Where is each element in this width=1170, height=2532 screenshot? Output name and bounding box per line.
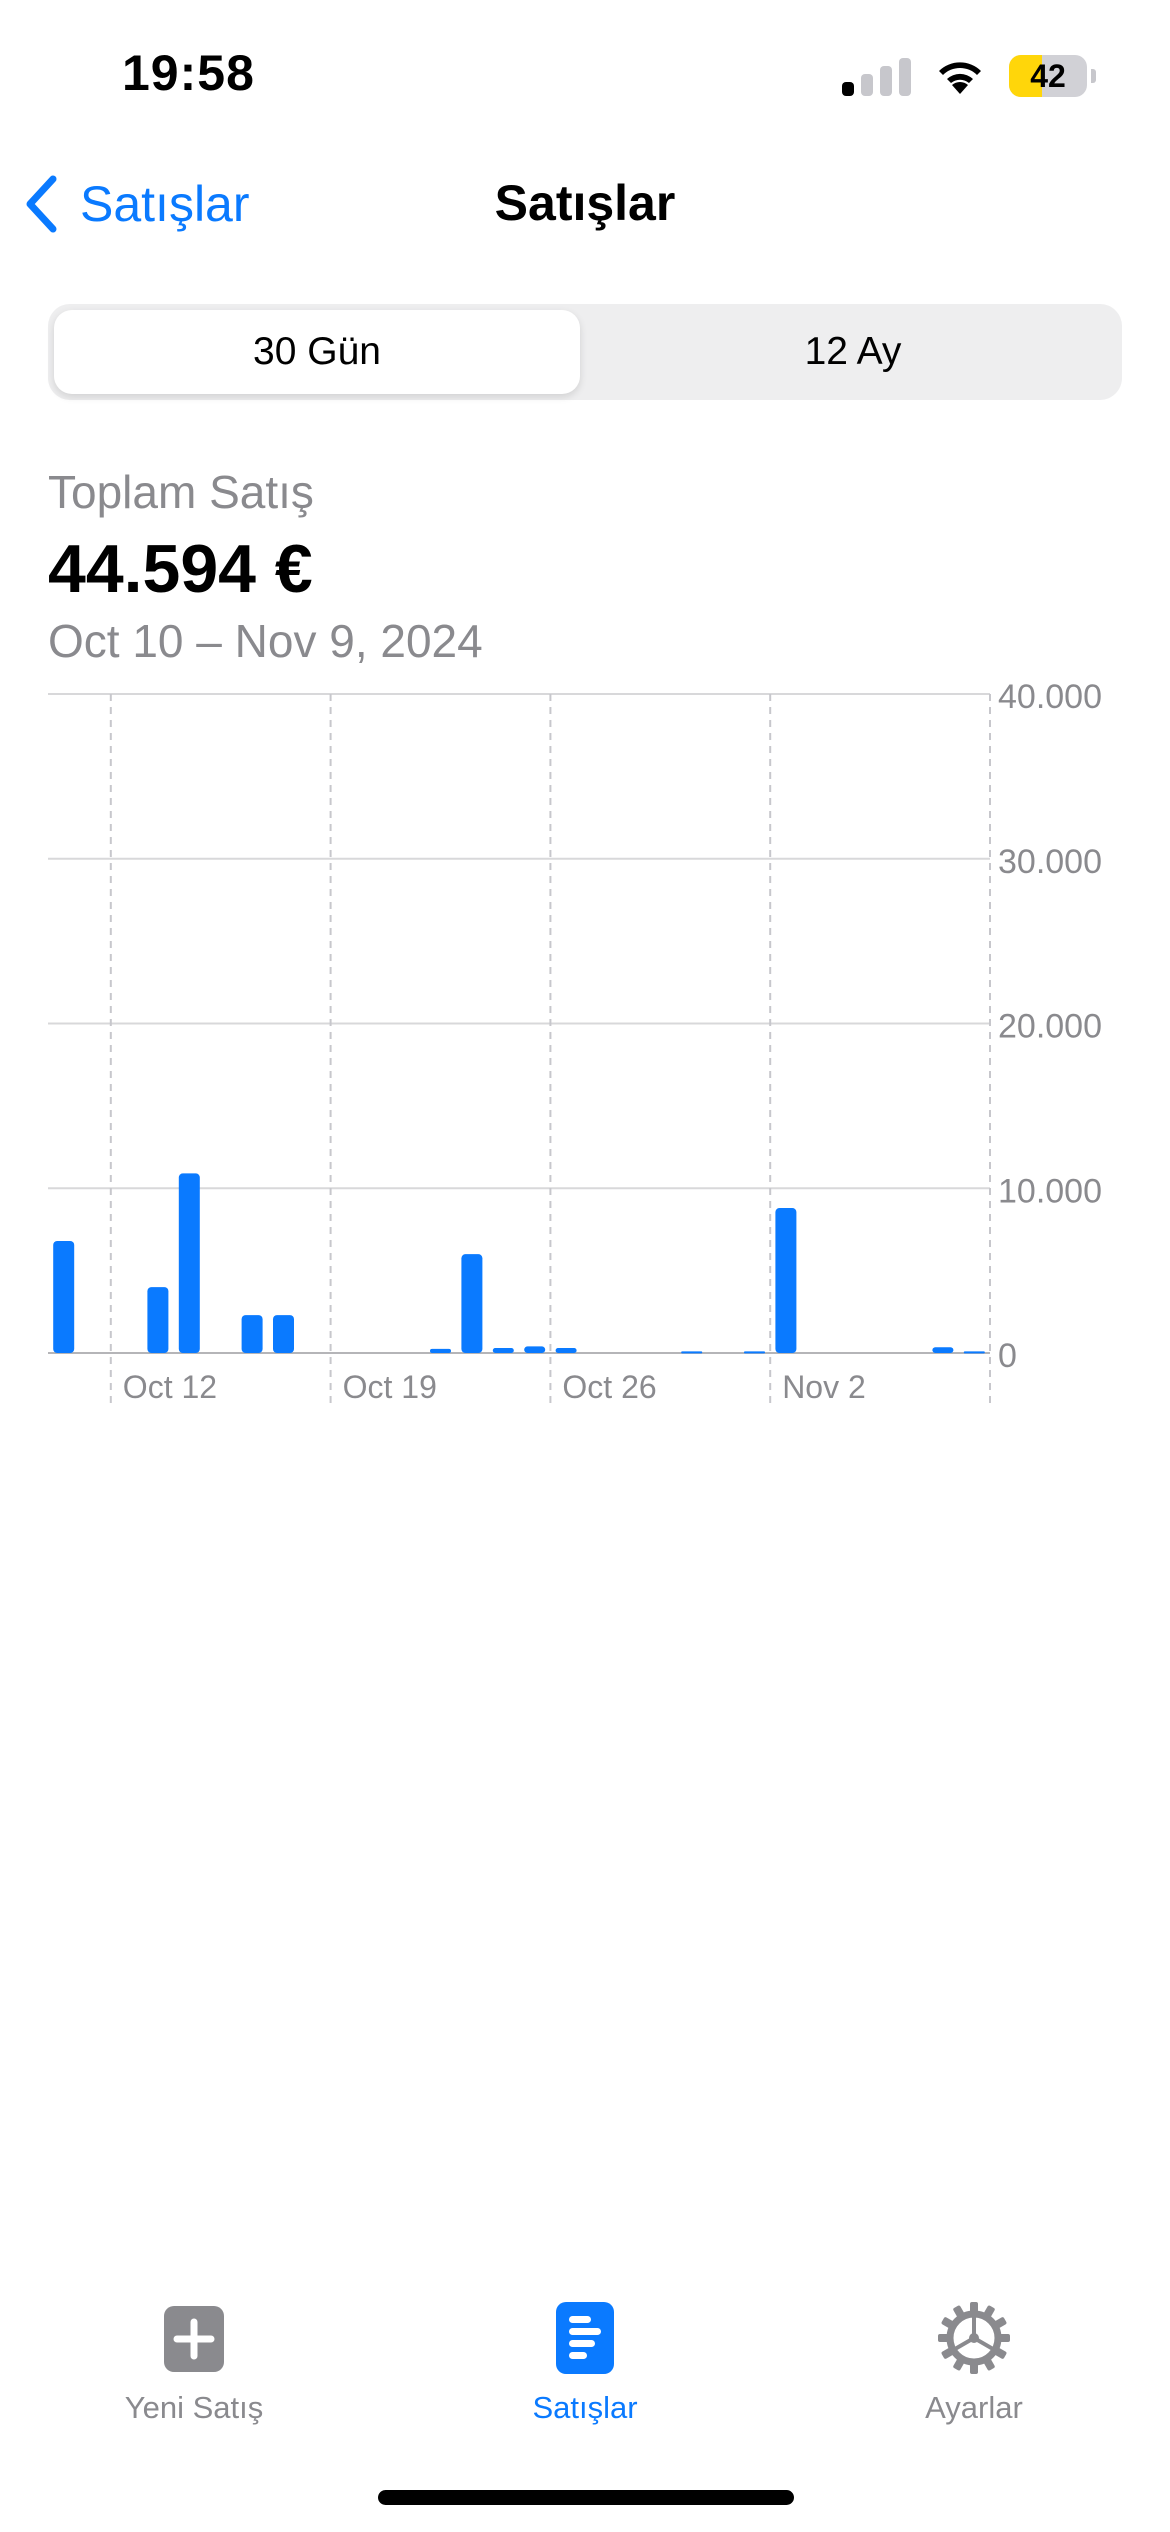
chevron-left-icon bbox=[26, 175, 57, 233]
gear-icon bbox=[938, 2302, 1010, 2374]
y-tick-label: 40.000 bbox=[998, 680, 1102, 716]
tab-label: Ayarlar bbox=[925, 2390, 1023, 2425]
back-button[interactable]: Satışlar bbox=[24, 175, 250, 233]
tab-sales[interactable]: Satışlar bbox=[455, 2300, 715, 2426]
date-range: Oct 10 – Nov 9, 2024 bbox=[48, 615, 483, 667]
y-tick-label: 30.000 bbox=[998, 843, 1102, 881]
total-sales-label: Toplam Satış bbox=[48, 466, 314, 518]
x-tick-label: Oct 12 bbox=[123, 1369, 217, 1405]
x-tick-label: Oct 19 bbox=[343, 1369, 437, 1405]
y-tick-label: 0 bbox=[998, 1337, 1017, 1375]
plus-square-icon bbox=[164, 2306, 224, 2372]
sales-bar-chart: 40.000 30.000 20.000 10.000 0 Oct 12 Oct 19 Oct… bbox=[48, 680, 1102, 1405]
chart-bar bbox=[681, 1351, 703, 1354]
battery-icon: 42 bbox=[1009, 55, 1096, 97]
chart-bar bbox=[430, 1348, 451, 1353]
chart-bar bbox=[461, 1254, 483, 1353]
chart-bar bbox=[492, 1348, 514, 1353]
chart-bar bbox=[775, 1208, 797, 1353]
chart-bar bbox=[932, 1347, 954, 1353]
tab-label: Yeni Satış bbox=[124, 2390, 264, 2425]
chart-bar bbox=[53, 1240, 75, 1353]
chart-bar bbox=[963, 1351, 985, 1354]
home-indicator bbox=[378, 2490, 794, 2505]
status-time: 19:58 bbox=[122, 45, 255, 101]
x-tick-label: Oct 26 bbox=[562, 1369, 656, 1405]
cellular-signal-icon bbox=[842, 56, 911, 96]
wifi-icon bbox=[939, 62, 981, 94]
tab-settings[interactable]: Ayarlar bbox=[844, 2300, 1104, 2426]
x-tick-label: Nov 2 bbox=[782, 1369, 866, 1405]
chart-bar bbox=[147, 1287, 169, 1353]
chart-bar bbox=[273, 1315, 294, 1353]
period-segmented-control: 30 Gün 12 Ay bbox=[48, 304, 1122, 400]
tab-label: Satışlar bbox=[532, 2390, 638, 2425]
y-tick-label: 10.000 bbox=[998, 1172, 1102, 1210]
chart-bar bbox=[524, 1346, 546, 1353]
status-icons: 42 bbox=[842, 52, 1096, 100]
chart-bar bbox=[744, 1351, 765, 1354]
chart-bar bbox=[178, 1173, 200, 1353]
sales-chart-icon bbox=[556, 2302, 614, 2374]
tab-new-sale[interactable]: Yeni Satış bbox=[64, 2300, 324, 2426]
segment-12-months[interactable]: 12 Ay bbox=[804, 330, 902, 373]
chart-bar bbox=[555, 1348, 577, 1353]
back-button-label: Satışlar bbox=[80, 176, 250, 232]
battery-percentage: 42 bbox=[1030, 57, 1066, 94]
y-tick-label: 20.000 bbox=[998, 1008, 1102, 1046]
page-title: Satışlar bbox=[494, 175, 676, 231]
total-sales-value: 44.594 € bbox=[48, 531, 313, 607]
segment-30-days[interactable]: 30 Gün bbox=[54, 310, 580, 394]
chart-bar bbox=[241, 1315, 263, 1353]
